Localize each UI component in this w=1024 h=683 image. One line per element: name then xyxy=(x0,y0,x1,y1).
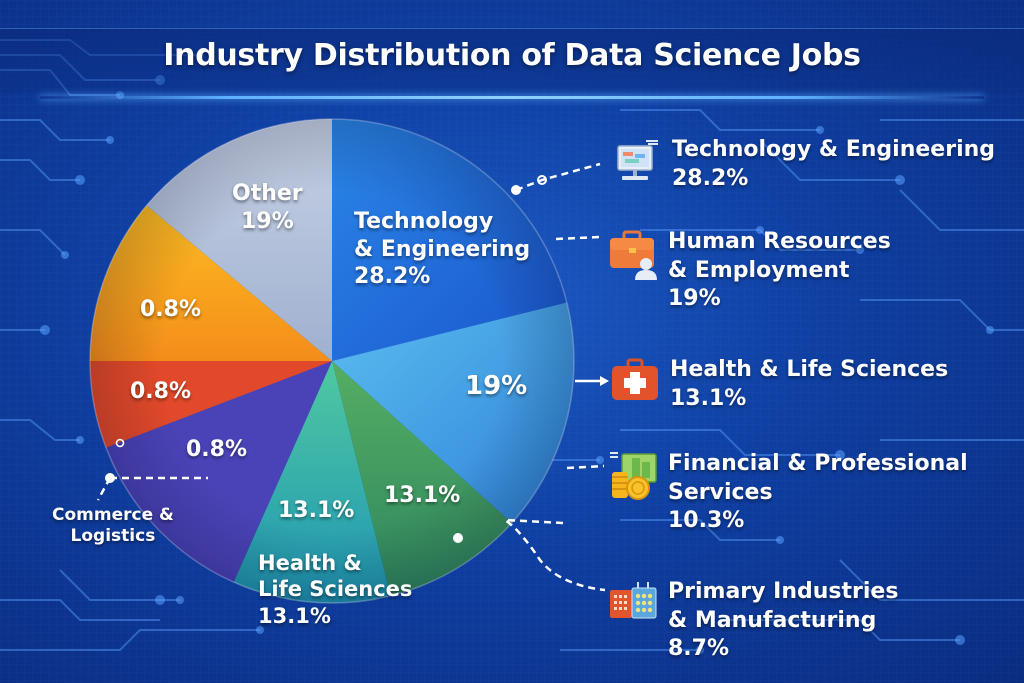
label-other: Other 19% xyxy=(232,181,303,234)
legend-item-primary-manufacturing: Primary Industries & Manufacturing 8.7% xyxy=(608,578,898,664)
label-19-light-blue: 19% xyxy=(465,371,528,401)
label-13-1-green: 13.1% xyxy=(384,483,461,508)
label-health-life-sciences-outer: Health & Life Sciences 13.1% xyxy=(258,551,413,628)
title-band xyxy=(0,28,1024,99)
label-0-8-purple: 0.8% xyxy=(186,437,248,462)
label-0-8-red: 0.8% xyxy=(130,379,192,404)
legend-item-technology-engineering: Technology & Engineering 28.2% xyxy=(612,136,995,193)
coins-chart-icon xyxy=(610,452,657,500)
first-aid-kit-icon xyxy=(612,358,658,400)
label-0-8-orange: 0.8% xyxy=(140,297,202,322)
label-commerce-logistics: Commerce & Logistics xyxy=(52,505,174,547)
chart-title: Industry Distribution of Data Science Jo… xyxy=(163,38,861,73)
connector-lines xyxy=(96,162,606,592)
factory-building-icon xyxy=(610,582,657,619)
legend-item-financial-professional: Financial & Professional Services 10.3% xyxy=(608,450,968,536)
legend-item-human-resources: Human Resources & Employment 19% xyxy=(608,228,891,314)
briefcase-person-icon xyxy=(610,230,657,280)
computer-monitor-icon xyxy=(617,140,658,180)
legend-item-health-life-sciences: Health & Life Sciences 13.1% xyxy=(610,356,948,413)
label-13-1-teal: 13.1% xyxy=(278,498,355,523)
label-technology-engineering: Technology & Engineering 28.2% xyxy=(354,209,531,289)
